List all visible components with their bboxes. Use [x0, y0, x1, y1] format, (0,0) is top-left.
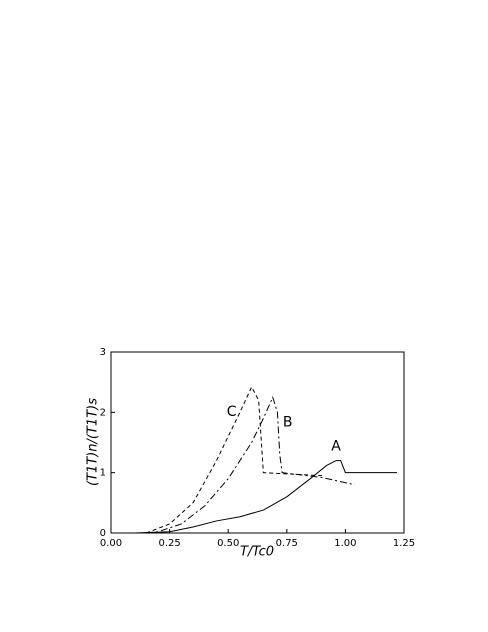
- x-tick-label: 0.75: [276, 538, 298, 549]
- series-label: C: [227, 404, 237, 420]
- plot-frame: [110, 351, 405, 534]
- x-tick-label: 1.25: [393, 538, 415, 549]
- y-tick-label: 3: [100, 347, 106, 358]
- series-label: B: [283, 414, 293, 430]
- x-axis-label: T/Tc0: [240, 545, 274, 560]
- series-line: [146, 395, 355, 534]
- y-tick-label: 1: [100, 468, 106, 479]
- y-axis-label: (T1T)n/(T1T)s: [86, 398, 101, 486]
- x-tick-label: 0.25: [158, 538, 180, 549]
- x-tick-label: 1.00: [334, 538, 356, 549]
- x-tick-label: 0.50: [217, 538, 239, 549]
- series-label: A: [331, 439, 341, 455]
- series-line: [134, 460, 397, 534]
- y-tick-label: 0: [100, 528, 106, 539]
- y-tick-label: 2: [100, 407, 106, 418]
- x-tick-label: 0.00: [100, 538, 122, 549]
